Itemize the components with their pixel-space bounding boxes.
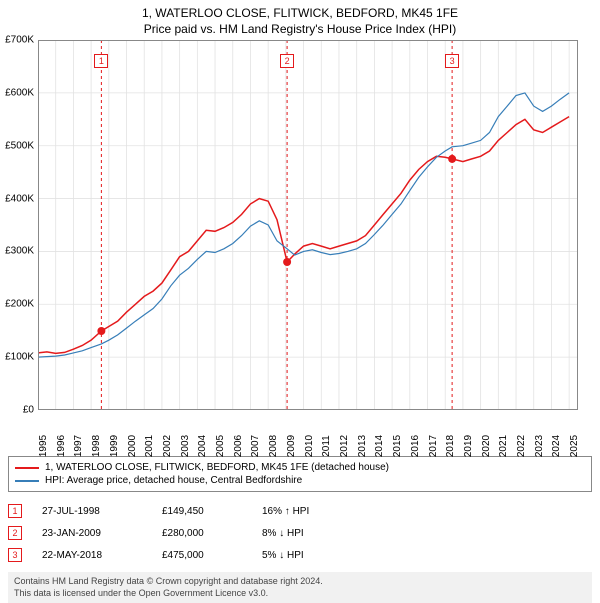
sale-events-table: 1 27-JUL-1998 £149,450 16% ↑ HPI 2 23-JAN-200…	[8, 500, 592, 566]
x-tick-label: 2025	[569, 435, 580, 457]
event-marker: 3	[8, 548, 22, 562]
attribution-footer: Contains HM Land Registry data © Crown c…	[8, 572, 592, 603]
event-delta: 5% ↓ HPI	[262, 550, 362, 561]
event-date: 23-JAN-2009	[42, 528, 142, 539]
x-tick-label: 2019	[463, 435, 474, 457]
legend-label: 1, WATERLOO CLOSE, FLITWICK, BEDFORD, MK…	[45, 462, 389, 473]
x-tick-label: 2009	[286, 435, 297, 457]
chart-area: £0£100K£200K£300K£400K£500K£600K£700K 19…	[38, 40, 598, 420]
event-price: £475,000	[162, 550, 242, 561]
x-tick-label: 2023	[534, 435, 545, 457]
event-price: £280,000	[162, 528, 242, 539]
x-tick-label: 2001	[144, 435, 155, 457]
x-tick-label: 1998	[91, 435, 102, 457]
legend: 1, WATERLOO CLOSE, FLITWICK, BEDFORD, MK…	[8, 456, 592, 492]
x-tick-label: 2020	[481, 435, 492, 457]
event-marker: 1	[8, 504, 22, 518]
x-tick-label: 2010	[304, 435, 315, 457]
sale-callout-2: 2	[280, 54, 294, 68]
y-tick-label: £0	[23, 405, 34, 416]
x-tick-label: 2015	[392, 435, 403, 457]
y-tick-label: £500K	[5, 140, 34, 151]
y-tick-label: £400K	[5, 193, 34, 204]
x-tick-label: 2005	[215, 435, 226, 457]
chart-title: 1, WATERLOO CLOSE, FLITWICK, BEDFORD, MK…	[0, 0, 600, 20]
sale-event-row: 1 27-JUL-1998 £149,450 16% ↑ HPI	[8, 500, 592, 522]
event-marker: 2	[8, 526, 22, 540]
legend-swatch	[15, 467, 39, 469]
event-delta: 16% ↑ HPI	[262, 506, 362, 517]
x-tick-label: 2004	[197, 435, 208, 457]
chart-subtitle: Price paid vs. HM Land Registry's House …	[0, 20, 600, 40]
legend-swatch	[15, 480, 39, 482]
event-delta: 8% ↓ HPI	[262, 528, 362, 539]
x-tick-label: 2018	[445, 435, 456, 457]
x-tick-label: 2012	[339, 435, 350, 457]
x-tick-label: 2003	[180, 435, 191, 457]
sale-event-row: 2 23-JAN-2009 £280,000 8% ↓ HPI	[8, 522, 592, 544]
x-tick-label: 2014	[374, 435, 385, 457]
y-tick-label: £100K	[5, 352, 34, 363]
footer-line-2: This data is licensed under the Open Gov…	[14, 588, 586, 600]
x-tick-label: 1999	[109, 435, 120, 457]
event-date: 27-JUL-1998	[42, 506, 142, 517]
x-tick-label: 2017	[428, 435, 439, 457]
sale-callout-3: 3	[445, 54, 459, 68]
sale-callout-1: 1	[94, 54, 108, 68]
x-tick-label: 2002	[162, 435, 173, 457]
x-tick-label: 2022	[516, 435, 527, 457]
x-tick-label: 2016	[410, 435, 421, 457]
y-tick-label: £700K	[5, 35, 34, 46]
legend-row: 1, WATERLOO CLOSE, FLITWICK, BEDFORD, MK…	[15, 461, 585, 474]
chart-svg	[38, 40, 578, 410]
x-tick-label: 2021	[498, 435, 509, 457]
y-tick-label: £600K	[5, 87, 34, 98]
y-tick-label: £300K	[5, 246, 34, 257]
sale-event-row: 3 22-MAY-2018 £475,000 5% ↓ HPI	[8, 544, 592, 566]
x-tick-label: 2007	[250, 435, 261, 457]
y-tick-label: £200K	[5, 299, 34, 310]
legend-row: HPI: Average price, detached house, Cent…	[15, 474, 585, 487]
event-price: £149,450	[162, 506, 242, 517]
x-tick-label: 2008	[268, 435, 279, 457]
x-tick-label: 1996	[56, 435, 67, 457]
x-tick-label: 2006	[233, 435, 244, 457]
x-tick-label: 2013	[357, 435, 368, 457]
footer-line-1: Contains HM Land Registry data © Crown c…	[14, 576, 586, 588]
y-axis-labels: £0£100K£200K£300K£400K£500K£600K£700K	[2, 40, 36, 420]
x-axis-labels: 1995199619971998199920002001200220032004…	[38, 422, 598, 448]
x-tick-label: 2000	[127, 435, 138, 457]
x-tick-label: 2024	[551, 435, 562, 457]
x-tick-label: 2011	[321, 435, 332, 457]
event-date: 22-MAY-2018	[42, 550, 142, 561]
x-tick-label: 1995	[38, 435, 49, 457]
legend-label: HPI: Average price, detached house, Cent…	[45, 475, 302, 486]
x-tick-label: 1997	[73, 435, 84, 457]
